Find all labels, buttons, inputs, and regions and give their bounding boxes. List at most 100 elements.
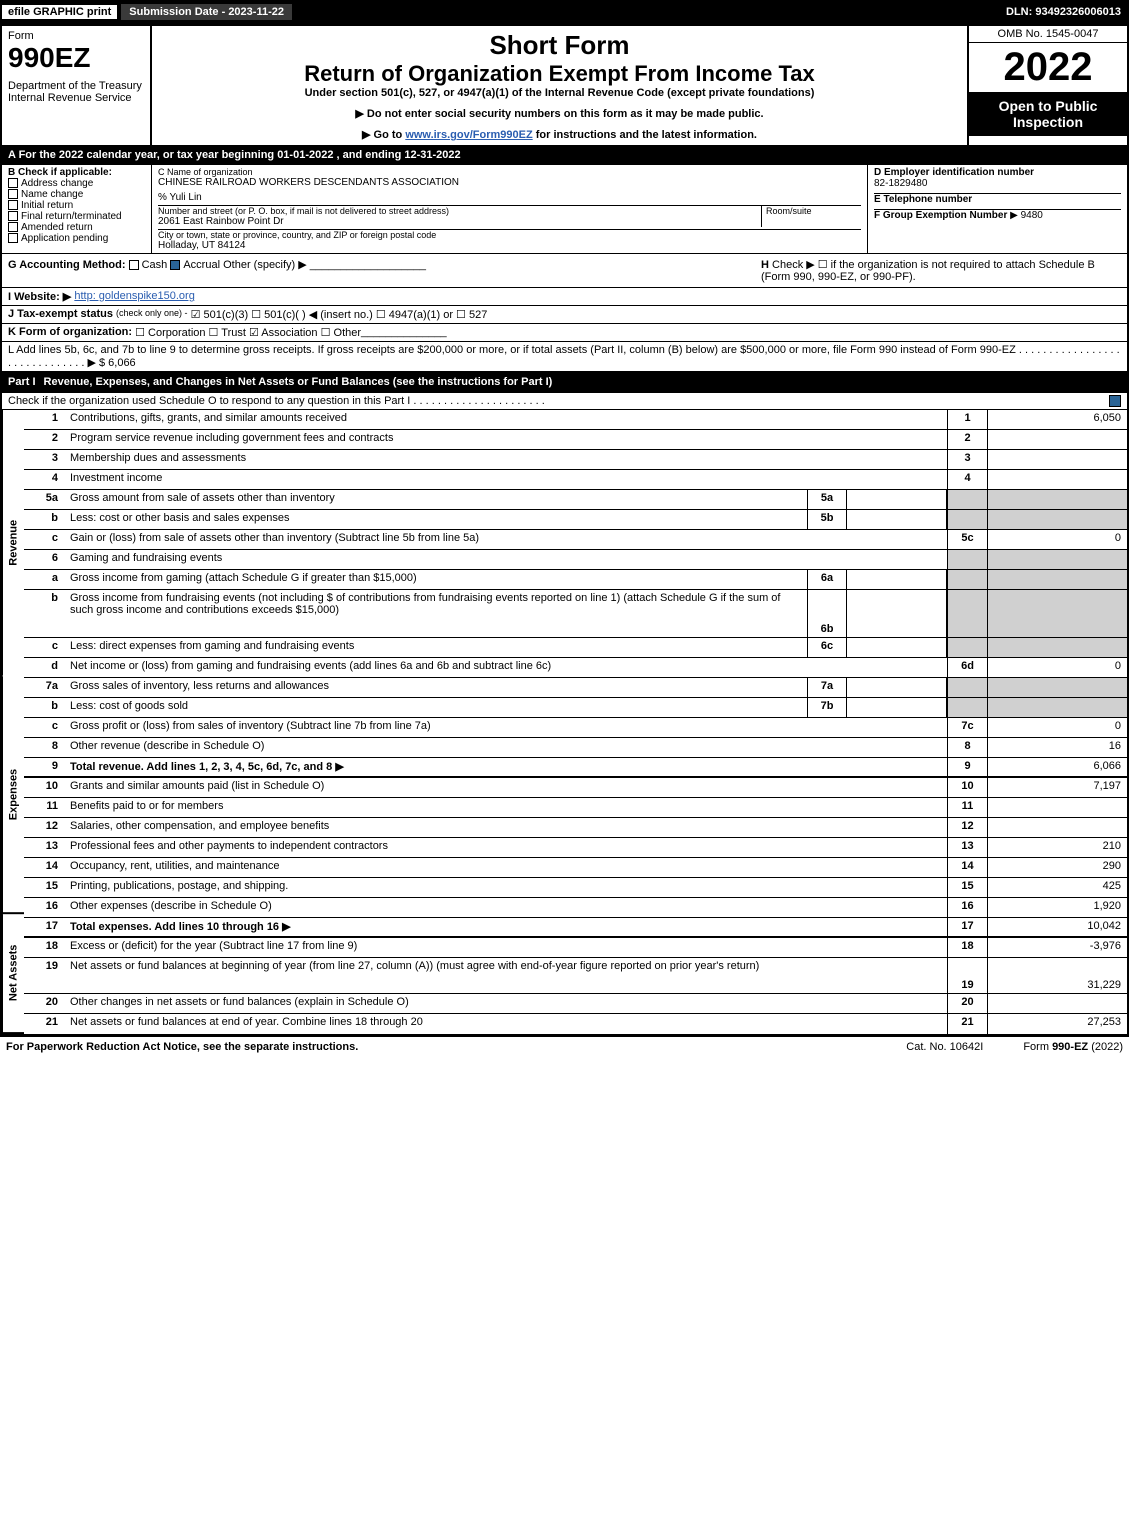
line-16: 16Other expenses (describe in Schedule O… [24, 898, 1127, 918]
tax-year: 2022 [969, 43, 1127, 92]
line-20: 20Other changes in net assets or fund ba… [24, 994, 1127, 1014]
line-5c: cGain or (loss) from sale of assets othe… [24, 530, 1127, 550]
sections-bcd: B Check if applicable: Address change Na… [0, 165, 1129, 254]
section-l: L Add lines 5b, 6c, and 7b to line 9 to … [0, 342, 1129, 373]
part1-header: Part I Revenue, Expenses, and Changes in… [0, 373, 1129, 393]
line-1: 1Contributions, gifts, grants, and simil… [24, 410, 1127, 430]
form-id-block: Form 990EZ Department of the Treasury In… [2, 26, 152, 145]
chk-address[interactable]: Address change [8, 178, 145, 189]
line-13: 13Professional fees and other payments t… [24, 838, 1127, 858]
open-inspection: Open to Public Inspection [969, 92, 1127, 136]
irs-link[interactable]: www.irs.gov/Form990EZ [405, 129, 532, 141]
line-7b: bLess: cost of goods sold7b [24, 698, 1127, 718]
line-6b: bGross income from fundraising events (n… [24, 590, 1127, 638]
line-5a: 5aGross amount from sale of assets other… [24, 490, 1127, 510]
chk-name[interactable]: Name change [8, 189, 145, 200]
line-15: 15Printing, publications, postage, and s… [24, 878, 1127, 898]
line-7a: 7aGross sales of inventory, less returns… [24, 678, 1127, 698]
netassets-label: Net Assets [2, 914, 24, 1034]
dln: DLN: 93492326006013 [1006, 6, 1129, 18]
expenses-label: Expenses [2, 676, 24, 914]
line-6d: dNet income or (loss) from gaming and fu… [24, 658, 1127, 678]
revenue-label: Revenue [2, 410, 24, 676]
line-2: 2Program service revenue including gover… [24, 430, 1127, 450]
chk-initial[interactable]: Initial return [8, 200, 145, 211]
goto-note: ▶ Go to www.irs.gov/Form990EZ for instru… [158, 128, 961, 141]
section-i: I Website: ▶ http: goldenspike150.org [0, 288, 1129, 306]
accrual-label: Accrual [183, 259, 220, 271]
line-11: 11Benefits paid to or for members11 [24, 798, 1127, 818]
org-name: CHINESE RAILROAD WORKERS DESCENDANTS ASS… [158, 177, 861, 188]
efile-label[interactable]: efile GRAPHIC print [0, 3, 119, 21]
line-3: 3Membership dues and assessments3 [24, 450, 1127, 470]
city-label: City or town, state or province, country… [158, 230, 861, 240]
line-6: 6Gaming and fundraising events [24, 550, 1127, 570]
under-section: Under section 501(c), 527, or 4947(a)(1)… [158, 87, 961, 99]
form-number: 990EZ [8, 42, 144, 74]
part1-grid: Revenue Expenses Net Assets 1Contributio… [0, 410, 1129, 1036]
section-def: D Employer identification number 82-1829… [867, 165, 1127, 253]
line-4: 4Investment income4 [24, 470, 1127, 490]
line-18: 18Excess or (deficit) for the year (Subt… [24, 938, 1127, 958]
cash-check[interactable] [129, 260, 139, 270]
goto-pre: ▶ Go to [362, 129, 405, 141]
sec-i-label: I Website: ▶ [8, 290, 71, 303]
section-c: C Name of organization CHINESE RAILROAD … [152, 165, 867, 253]
sec-h-label: H [761, 259, 769, 271]
footer: For Paperwork Reduction Act Notice, see … [0, 1036, 1129, 1057]
ein: 82-1829480 [874, 178, 1121, 189]
part1-label: Part I [8, 376, 36, 388]
line-17: 17Total expenses. Add lines 10 through 1… [24, 918, 1127, 938]
line-8: 8Other revenue (describe in Schedule O)8… [24, 738, 1127, 758]
chk-final[interactable]: Final return/terminated [8, 211, 145, 222]
section-j: J Tax-exempt status (check only one) - ☑… [0, 306, 1129, 324]
line-9: 9Total revenue. Add lines 1, 2, 3, 4, 5c… [24, 758, 1127, 778]
sec-e-label: E Telephone number [874, 193, 1121, 205]
top-bar: efile GRAPHIC print Submission Date - 20… [0, 0, 1129, 24]
street: 2061 East Rainbow Point Dr [158, 216, 761, 227]
submission-date: Submission Date - 2023-11-22 [119, 2, 294, 22]
goto-post: for instructions and the latest informat… [533, 129, 757, 141]
chk-pending[interactable]: Application pending [8, 233, 145, 244]
sec-h-text: Check ▶ ☐ if the organization is not req… [761, 259, 1095, 283]
sec-k-opts: ☐ Corporation ☐ Trust ☑ Association ☐ Ot… [135, 326, 361, 339]
form-title-block: Short Form Return of Organization Exempt… [152, 26, 967, 145]
line-6a: aGross income from gaming (attach Schedu… [24, 570, 1127, 590]
form-word: Form [8, 30, 144, 42]
ssn-note: ▶ Do not enter social security numbers o… [158, 107, 961, 120]
sec-c-label: C Name of organization [158, 167, 861, 177]
street-label: Number and street (or P. O. box, if mail… [158, 206, 761, 216]
line-21: 21Net assets or fund balances at end of … [24, 1014, 1127, 1034]
other-label: Other (specify) ▶ [223, 259, 307, 271]
line-12: 12Salaries, other compensation, and empl… [24, 818, 1127, 838]
sec-j-label: J Tax-exempt status [8, 308, 113, 321]
pra-notice: For Paperwork Reduction Act Notice, see … [6, 1041, 358, 1053]
cash-label: Cash [142, 259, 168, 271]
sec-d-label: D Employer identification number [874, 167, 1121, 178]
sec-f-label: F Group Exemption Number [874, 210, 1007, 221]
line-6c: cLess: direct expenses from gaming and f… [24, 638, 1127, 658]
chk-amended[interactable]: Amended return [8, 222, 145, 233]
city: Holladay, UT 84124 [158, 240, 861, 251]
accrual-check[interactable] [170, 260, 180, 270]
line-10: 10Grants and similar amounts paid (list … [24, 778, 1127, 798]
part1-checkbox[interactable] [1109, 395, 1121, 407]
line-14: 14Occupancy, rent, utilities, and mainte… [24, 858, 1127, 878]
section-a: A For the 2022 calendar year, or tax yea… [0, 147, 1129, 165]
website-link[interactable]: http: goldenspike150.org [74, 290, 194, 303]
form-meta-block: OMB No. 1545-0047 2022 Open to Public In… [967, 26, 1127, 145]
section-g: G Accounting Method: Cash Accrual Other … [8, 258, 753, 283]
line-19: 19Net assets or fund balances at beginni… [24, 958, 1127, 994]
section-h: H Check ▶ ☐ if the organization is not r… [761, 258, 1121, 283]
sec-k-label: K Form of organization: [8, 326, 132, 339]
section-b: B Check if applicable: Address change Na… [2, 165, 152, 253]
group-exemption: ▶ 9480 [1010, 210, 1043, 221]
form-footer: Form 990-EZ (2022) [1023, 1041, 1123, 1053]
part1-check-text: Check if the organization used Schedule … [8, 395, 545, 407]
section-k: K Form of organization: ☐ Corporation ☐ … [0, 324, 1129, 342]
sec-j-note: (check only one) - [116, 308, 188, 321]
sec-g-label: G Accounting Method: [8, 259, 126, 271]
part1-title: Revenue, Expenses, and Changes in Net As… [44, 376, 553, 388]
line-7c: cGross profit or (loss) from sales of in… [24, 718, 1127, 738]
section-b-title: B Check if applicable: [8, 167, 145, 178]
